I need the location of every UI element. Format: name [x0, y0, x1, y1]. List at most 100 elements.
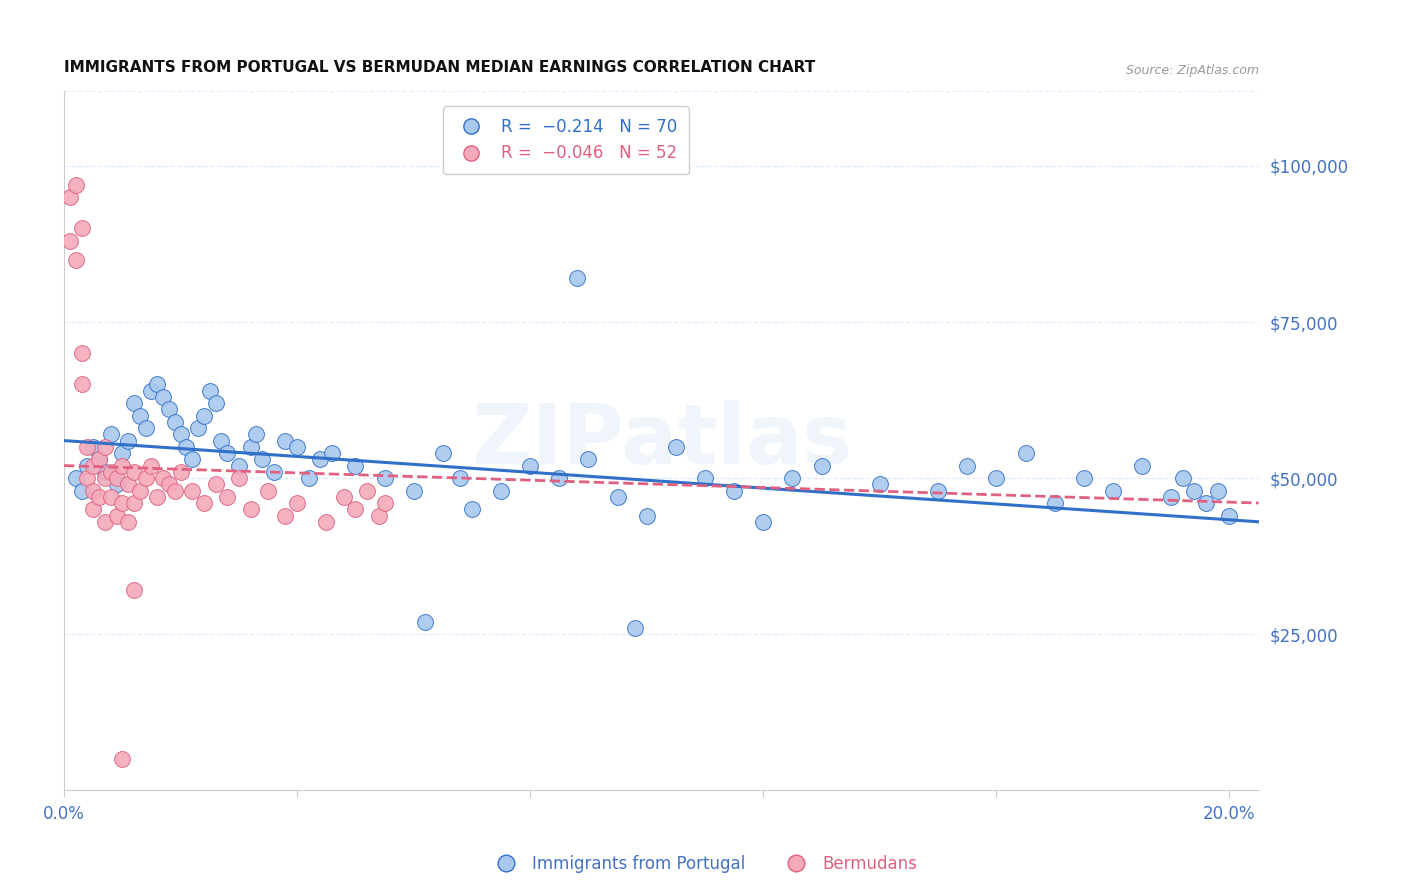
- Point: [344, 502, 367, 516]
- Point: [228, 471, 250, 485]
- Point: [176, 440, 198, 454]
- Point: [217, 490, 239, 504]
- Point: [65, 471, 87, 485]
- Point: [169, 427, 191, 442]
- Point: [87, 490, 110, 504]
- Point: [163, 415, 186, 429]
- Point: [117, 477, 139, 491]
- Point: [122, 583, 145, 598]
- Point: [169, 465, 191, 479]
- Point: [548, 471, 571, 485]
- Legend: R =  −0.214   N = 70, R =  −0.046   N = 52: R = −0.214 N = 70, R = −0.046 N = 52: [443, 106, 689, 174]
- Point: [87, 452, 110, 467]
- Point: [752, 515, 775, 529]
- Point: [128, 483, 150, 498]
- Text: Source: ZipAtlas.com: Source: ZipAtlas.com: [1126, 64, 1258, 77]
- Point: [986, 471, 1008, 485]
- Point: [157, 477, 180, 491]
- Point: [122, 496, 145, 510]
- Point: [70, 377, 93, 392]
- Point: [239, 440, 262, 454]
- Point: [565, 271, 588, 285]
- Point: [65, 252, 87, 267]
- Point: [245, 427, 267, 442]
- Point: [298, 471, 321, 485]
- Point: [82, 483, 104, 498]
- Point: [193, 496, 215, 510]
- Point: [344, 458, 367, 473]
- Point: [1195, 496, 1218, 510]
- Point: [228, 458, 250, 473]
- Point: [146, 490, 169, 504]
- Point: [402, 483, 425, 498]
- Point: [117, 434, 139, 448]
- Point: [198, 384, 221, 398]
- Point: [415, 615, 437, 629]
- Point: [693, 471, 716, 485]
- Point: [152, 471, 174, 485]
- Point: [111, 496, 134, 510]
- Point: [373, 471, 395, 485]
- Point: [1218, 508, 1240, 523]
- Point: [204, 477, 226, 491]
- Point: [105, 471, 128, 485]
- Point: [181, 452, 204, 467]
- Point: [1160, 490, 1182, 504]
- Point: [100, 490, 122, 504]
- Point: [624, 621, 647, 635]
- Point: [250, 452, 273, 467]
- Point: [193, 409, 215, 423]
- Point: [332, 490, 354, 504]
- Point: [239, 502, 262, 516]
- Point: [461, 502, 484, 516]
- Point: [181, 483, 204, 498]
- Point: [70, 483, 93, 498]
- Point: [367, 508, 389, 523]
- Point: [105, 508, 128, 523]
- Point: [1102, 483, 1125, 498]
- Point: [122, 465, 145, 479]
- Point: [141, 384, 163, 398]
- Point: [1171, 471, 1194, 485]
- Point: [82, 440, 104, 454]
- Point: [157, 402, 180, 417]
- Point: [76, 458, 98, 473]
- Point: [94, 465, 117, 479]
- Point: [128, 409, 150, 423]
- Point: [665, 440, 688, 454]
- Point: [87, 452, 110, 467]
- Point: [105, 477, 128, 491]
- Point: [578, 452, 600, 467]
- Point: [76, 440, 98, 454]
- Point: [1130, 458, 1153, 473]
- Point: [723, 483, 745, 498]
- Point: [135, 471, 157, 485]
- Point: [65, 178, 87, 192]
- Point: [449, 471, 471, 485]
- Point: [141, 458, 163, 473]
- Point: [356, 483, 378, 498]
- Point: [274, 434, 297, 448]
- Point: [111, 752, 134, 766]
- Point: [636, 508, 658, 523]
- Point: [111, 446, 134, 460]
- Point: [257, 483, 280, 498]
- Point: [70, 346, 93, 360]
- Point: [315, 515, 337, 529]
- Point: [285, 440, 308, 454]
- Point: [1014, 446, 1036, 460]
- Point: [810, 458, 832, 473]
- Point: [1184, 483, 1206, 498]
- Point: [111, 458, 134, 473]
- Point: [285, 496, 308, 510]
- Point: [217, 446, 239, 460]
- Point: [70, 221, 93, 235]
- Text: ZIPatlas: ZIPatlas: [471, 401, 852, 481]
- Point: [163, 483, 186, 498]
- Point: [100, 427, 122, 442]
- Point: [187, 421, 209, 435]
- Point: [204, 396, 226, 410]
- Point: [94, 471, 117, 485]
- Point: [59, 190, 82, 204]
- Point: [274, 508, 297, 523]
